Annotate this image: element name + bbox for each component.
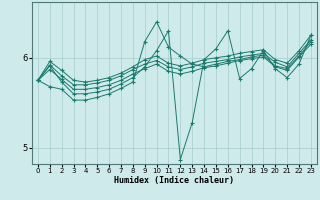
X-axis label: Humidex (Indice chaleur): Humidex (Indice chaleur) (115, 176, 234, 185)
